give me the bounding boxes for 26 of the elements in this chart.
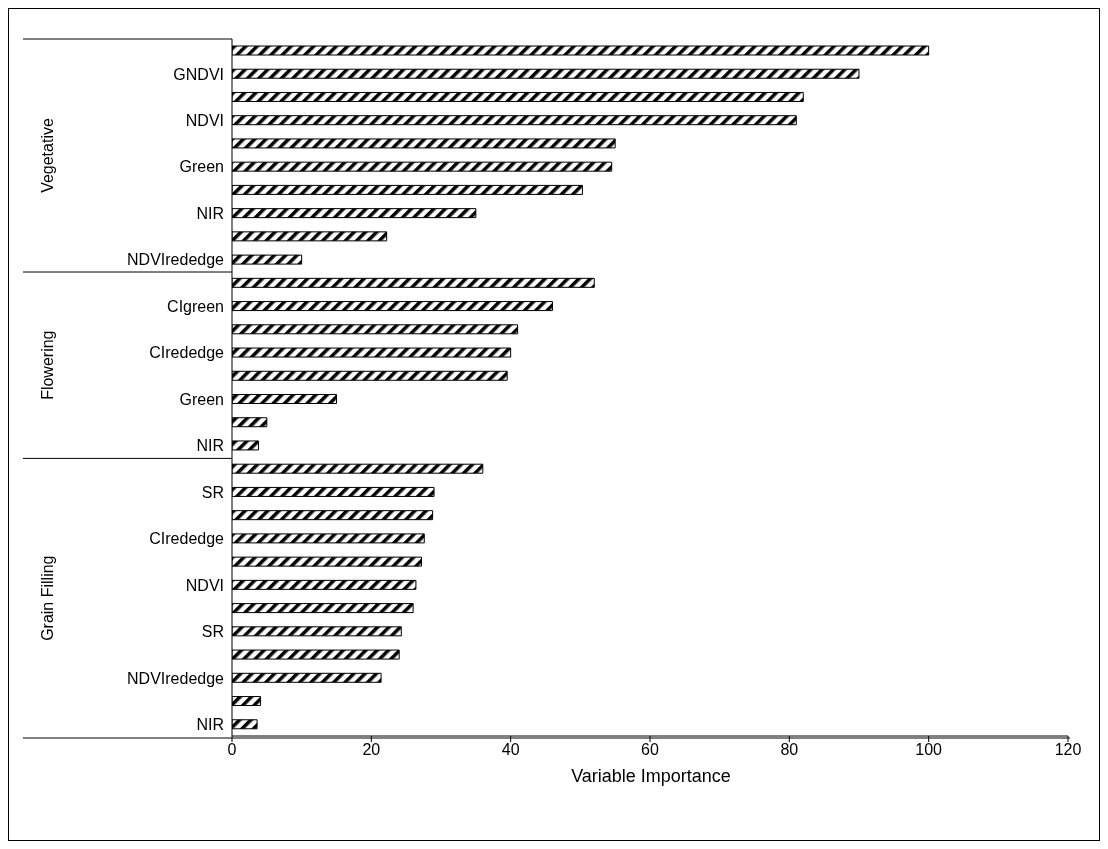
y-tick-label: Green	[179, 158, 224, 176]
y-tick-label: NDVI	[185, 576, 224, 594]
y-tick-label: NIR	[196, 204, 224, 222]
y-tick-label: NDVIrededge	[127, 669, 225, 687]
y-tick-label: NIR	[196, 716, 224, 734]
x-tick-label: 100	[915, 741, 943, 759]
x-tick-label: 20	[362, 741, 381, 759]
y-tick-label: GNDVI	[173, 65, 224, 83]
x-tick-label: 0	[227, 741, 237, 759]
x-tick-label: 60	[641, 741, 659, 759]
y-tick-label: CIrededge	[149, 344, 225, 362]
y-tick-label: CIrededge	[149, 530, 225, 548]
x-tick-label: 80	[780, 741, 799, 759]
y-tick-label: CIgreen	[167, 297, 224, 315]
text: Vegetative	[39, 118, 56, 193]
y-tick-label: SR	[201, 623, 224, 641]
y-tick-label: SR	[201, 483, 224, 501]
y-tick-label: NDVIrededge	[127, 251, 225, 269]
text: Flowering	[39, 330, 56, 400]
y-tick-label: NDVI	[185, 112, 224, 129]
x-axis-title: Variable Importance	[571, 766, 731, 786]
y-tick-label: NIR	[196, 437, 224, 455]
y-tick-label: Green	[179, 390, 224, 408]
x-tick-label: 40	[501, 741, 520, 759]
x-tick-label: 120	[1054, 741, 1082, 759]
text: Grain Filling	[39, 555, 56, 641]
